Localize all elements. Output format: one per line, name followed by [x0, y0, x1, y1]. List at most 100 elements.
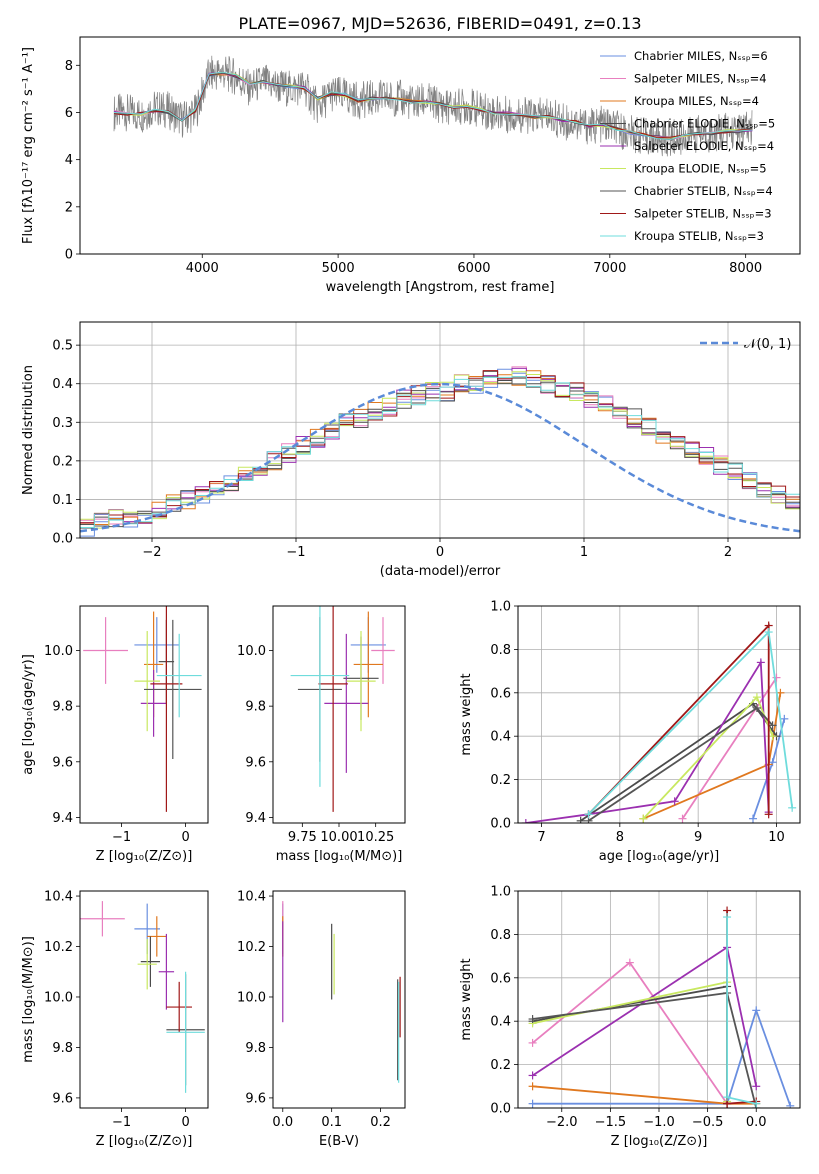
- weight-line-0: [532, 1007, 792, 1107]
- legend-label: Salpeter MILES, Nₛₛₚ=4: [634, 72, 767, 86]
- x-tick-label: −1: [286, 545, 305, 560]
- panel-weight-vs-age: 7 8 9 10 0.0 0.2 0.4 0.6 0.8 1.0 age [log₁₀(age/yr…: [459, 600, 801, 864]
- y-tick-label: 10.4: [237, 890, 266, 905]
- x-tick-label: 0.0: [272, 1115, 293, 1130]
- y-tick-label: 10.4: [44, 890, 73, 905]
- plot-content: [113, 55, 753, 157]
- plot-area: [518, 606, 800, 823]
- x-tick-label: 8000: [729, 261, 762, 276]
- y-tick-label: 10.2: [44, 940, 73, 955]
- figure-title: PLATE=0967, MJD=52636, FIBERID=0491, z=0…: [238, 14, 641, 33]
- x-tick-label: 1: [580, 545, 588, 560]
- y-tick-label: 0: [65, 248, 73, 263]
- x-tick-label: 7000: [593, 261, 626, 276]
- plot-area: [80, 606, 208, 823]
- axes-frame: [79, 321, 801, 539]
- legend-label: 𝒩(0, 1): [744, 337, 791, 352]
- y-tick-label: 9.8: [245, 700, 266, 715]
- x-tick-label: 0: [181, 1115, 189, 1130]
- x-tick-label: 0.0: [746, 1115, 767, 1130]
- axes-frame: [272, 605, 406, 824]
- model-spectrum-8: [113, 71, 753, 140]
- y-axis-label: mass weight: [459, 673, 474, 755]
- axes-frame: [79, 890, 209, 1109]
- plot-area: [80, 37, 800, 254]
- y-tick-label: 9.6: [52, 1091, 73, 1106]
- x-tick-label: −2.0: [546, 1115, 578, 1130]
- y-tick-label: 9.4: [52, 811, 73, 826]
- y-tick-label: 0.4: [490, 730, 511, 745]
- y-tick-label: 10.0: [44, 644, 73, 659]
- y-tick-label: 10.2: [237, 940, 266, 955]
- axes-frame: [272, 890, 406, 1109]
- y-tick-label: 0.2: [490, 1058, 511, 1073]
- x-axis-label: wavelength [Angstrom, rest frame]: [326, 280, 555, 295]
- y-tick-label: 9.6: [245, 1091, 266, 1106]
- gaussian-curve: [80, 382, 800, 533]
- panel-spectrum: 4000 5000 6000 7000 8000 0 2 4 6 8 wavelength [Ang…: [21, 36, 801, 295]
- plot-content: [80, 901, 205, 1093]
- y-tick-label: 0.5: [52, 339, 73, 354]
- y-axis-label: Flux [fλ10⁻¹⁷ erg cm⁻² s⁻¹ A⁻¹]: [21, 47, 36, 244]
- y-tick-label: 4: [65, 153, 73, 168]
- x-tick-label: −0.5: [692, 1115, 724, 1130]
- axes-frame: [79, 605, 209, 824]
- x-axis-label: E(B-V): [319, 1134, 359, 1149]
- observed-spectrum: [113, 55, 753, 157]
- plot-content: [521, 621, 797, 823]
- plot-content: [80, 366, 800, 537]
- panel-mass-vs-EBV: 0.0 0.1 0.2 9.6 9.8 10.0 10.2 10.4 E(B-V): [237, 890, 406, 1149]
- plot-area: [80, 891, 208, 1108]
- plot-content: [83, 606, 202, 812]
- x-tick-label: 7: [537, 830, 545, 845]
- legend-label: Kroupa ELODIE, Nₛₛₚ=5: [634, 162, 767, 176]
- x-axis-label: Z [log₁₀(Z/Z⊙)]: [611, 1134, 708, 1149]
- x-tick-label: 4000: [186, 261, 219, 276]
- x-tick-label: 0.2: [370, 1115, 391, 1130]
- plot-content: [528, 906, 795, 1108]
- legend-label: Kroupa MILES, Nₛₛₚ=4: [634, 94, 759, 108]
- x-tick-label: 10: [768, 830, 785, 845]
- x-tick-label: −1: [112, 830, 131, 845]
- y-tick-label: 9.8: [245, 1041, 266, 1056]
- legend-label: Salpeter STELIB, Nₛₛₚ=3: [634, 207, 772, 221]
- x-axis-label: (data-model)/error: [380, 564, 501, 579]
- y-tick-label: 0.6: [490, 971, 511, 986]
- axes-frame: [517, 890, 801, 1109]
- y-tick-label: 6: [65, 106, 73, 121]
- panel-residuals: −2 −1 0 1 2 0.0 0.1 0.2 0.3 0.4 0.5 (data-model)/er…: [21, 321, 801, 579]
- legend-label: Chabrier STELIB, Nₛₛₚ=4: [634, 184, 773, 198]
- legend-label: Chabrier ELODIE, Nₛₛₚ=5: [634, 117, 775, 131]
- x-tick-label: 0: [436, 545, 444, 560]
- panel-mass-vs-Z: −1 0 9.6 9.8 10.0 10.2 10.4 Z [log₁₀(Z/Z⊙)] mass…: [21, 890, 209, 1149]
- y-tick-label: 0.0: [490, 817, 511, 832]
- y-axis-label: mass [log₁₀(M/M⊙)]: [21, 936, 36, 1063]
- y-tick-label: 2: [65, 200, 73, 215]
- x-tick-label: 5000: [322, 261, 355, 276]
- x-tick-label: 2: [724, 545, 732, 560]
- y-tick-label: 0.8: [490, 928, 511, 943]
- legend-label: Chabrier MILES, Nₛₛₚ=6: [634, 49, 768, 63]
- y-tick-label: 0.3: [52, 416, 73, 431]
- legend-label: Kroupa STELIB, Nₛₛₚ=3: [634, 229, 764, 243]
- plot-content: [282, 901, 401, 1083]
- axes-frame: [517, 605, 801, 824]
- x-tick-label: 10.25: [357, 830, 394, 845]
- y-tick-label: 9.8: [52, 1041, 73, 1056]
- y-tick-label: 10.0: [44, 990, 73, 1005]
- x-axis-label: mass [log₁₀(M/M⊙)]: [276, 849, 403, 864]
- x-tick-label: 6000: [457, 261, 490, 276]
- legend-label: Salpeter ELODIE, Nₛₛₚ=4: [634, 139, 774, 153]
- panel-age-vs-Z: −1 0 9.4 9.6 9.8 10.0 Z [log₁₀(Z/Z⊙)] age [log₁…: [21, 605, 209, 864]
- y-axis-label: age [log₁₀(age/yr)]: [21, 654, 36, 775]
- plot-area: [273, 891, 405, 1108]
- y-tick-label: 9.6: [52, 755, 73, 770]
- x-tick-label: −1.0: [643, 1115, 675, 1130]
- plot-area: [273, 606, 405, 823]
- y-tick-label: 1.0: [490, 600, 511, 615]
- y-tick-label: 0.0: [52, 532, 73, 547]
- y-tick-label: 10.0: [237, 644, 266, 659]
- y-tick-label: 0.4: [52, 377, 73, 392]
- x-tick-label: −1.5: [595, 1115, 627, 1130]
- y-tick-label: 0.4: [490, 1015, 511, 1030]
